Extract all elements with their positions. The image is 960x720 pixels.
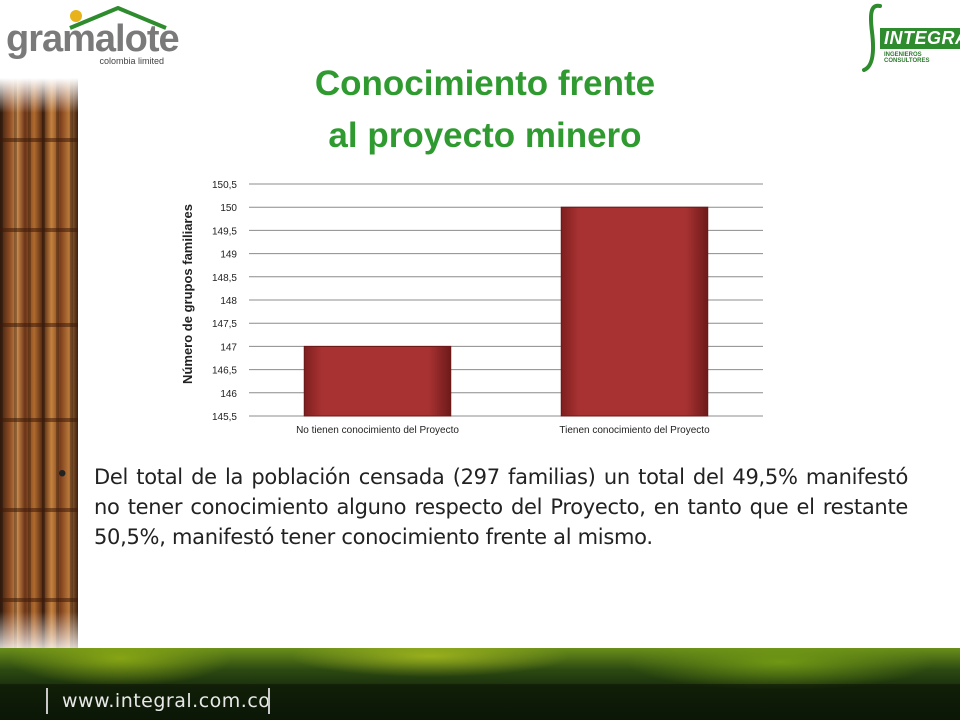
gramalote-logo: gramalote colombia limited (6, 4, 180, 68)
bar-chart: 145,5 146 146,5 147 147,5 148 148,5 149 149,5 150… (180, 180, 763, 436)
integral-wordmark: INTEGRAL (880, 28, 960, 49)
y-tick-label: 147,5 (212, 319, 237, 330)
y-tick-label: 148 (220, 296, 237, 307)
footer-separator-left (46, 688, 48, 714)
y-tick-label: 145,5 (212, 412, 237, 423)
slide-title: Conocimiento frente al proyecto minero (230, 58, 740, 162)
title-line-1: Conocimiento frente (314, 64, 656, 103)
y-tick-label: 146 (220, 389, 237, 400)
y-tick-label: 147 (220, 342, 237, 353)
body-paragraph: Del total de la población censada (297 f… (94, 465, 908, 549)
footer: www.integral.com.co (0, 648, 960, 720)
y-tick-label: 150 (220, 203, 237, 214)
y-tick-label: 150,5 (212, 180, 237, 191)
x-tick-label: No tienen conocimiento del Proyecto (296, 425, 459, 436)
sugarcane-decoration (0, 78, 78, 658)
roof-icon (69, 6, 167, 30)
footer-bar (0, 684, 960, 720)
footer-url[interactable]: www.integral.com.co (62, 690, 271, 712)
integral-sign-icon (862, 3, 882, 72)
y-tick-label: 149,5 (212, 226, 237, 237)
x-tick-label: Tienen conocimiento del Proyecto (559, 425, 710, 436)
integral-logo: INTEGRAL INGENIEROS CONSULTORES (858, 2, 960, 74)
y-tick-label: 149 (220, 250, 237, 261)
bar (560, 206, 709, 417)
bullet-marker: • (58, 460, 67, 487)
gramalote-subtitle: colombia limited (99, 56, 164, 66)
title-line-2: al proyecto minero (328, 116, 642, 155)
footer-separator-right (268, 688, 270, 714)
integral-tagline: INGENIEROS CONSULTORES (884, 52, 930, 64)
bar (303, 345, 452, 417)
y-axis-label: Número de grupos familiares (180, 204, 195, 384)
y-tick-label: 146,5 (212, 366, 237, 377)
gramalote-wordmark: gramalote (6, 18, 180, 60)
y-tick-label: 148,5 (212, 273, 237, 284)
